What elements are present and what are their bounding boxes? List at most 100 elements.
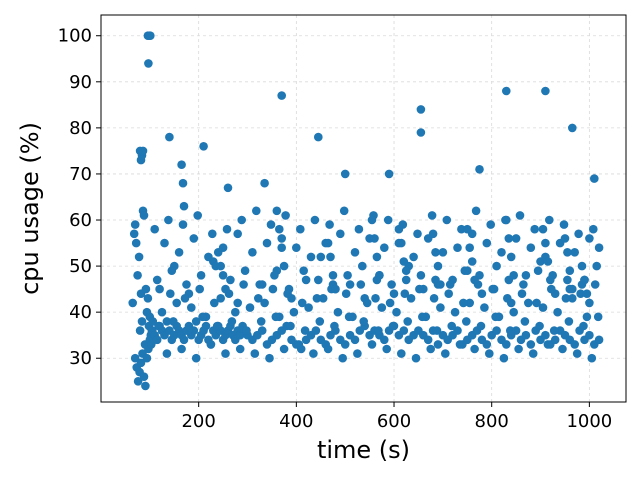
data-point: [455, 340, 465, 349]
data-point: [162, 349, 172, 358]
data-point: [323, 344, 333, 354]
data-point: [266, 220, 276, 229]
data-point: [447, 321, 457, 331]
data-point: [318, 294, 328, 303]
data-point: [459, 298, 468, 308]
data-point: [340, 169, 350, 179]
data-point: [397, 349, 406, 358]
data-point: [300, 326, 310, 335]
data-point: [328, 271, 338, 280]
data-point: [253, 294, 263, 303]
data-point: [310, 215, 320, 225]
x-tick-label: 1000: [566, 411, 612, 432]
data-point: [213, 248, 223, 257]
data-point: [535, 321, 544, 331]
data-point: [129, 229, 139, 239]
data-point: [141, 381, 150, 391]
data-point: [442, 215, 452, 225]
data-point: [397, 238, 406, 248]
data-point: [210, 298, 219, 308]
data-point: [242, 326, 251, 335]
data-point: [509, 307, 518, 317]
data-point: [131, 238, 141, 248]
data-point: [343, 271, 352, 280]
data-point: [195, 284, 204, 294]
data-point: [177, 344, 186, 354]
data-point: [292, 243, 301, 252]
data-point: [497, 248, 506, 257]
data-point: [436, 303, 445, 312]
data-point: [226, 275, 235, 285]
data-point: [564, 317, 574, 326]
data-point: [533, 266, 543, 276]
data-point: [372, 252, 382, 262]
data-point: [492, 326, 501, 335]
data-point: [543, 257, 553, 266]
data-point: [270, 271, 279, 280]
data-point: [415, 284, 424, 294]
data-point: [482, 238, 492, 248]
data-point: [592, 261, 601, 271]
data-point: [589, 224, 598, 234]
data-point: [189, 234, 199, 243]
grid-lines: [101, 15, 626, 402]
data-point: [221, 349, 230, 358]
data-point: [438, 248, 448, 257]
data-point: [594, 335, 604, 345]
data-point: [585, 234, 594, 243]
data-point: [453, 326, 462, 335]
data-point: [160, 238, 169, 248]
data-point: [344, 312, 354, 322]
y-tick-label: 90: [69, 72, 92, 93]
data-point: [388, 321, 398, 331]
data-point: [400, 289, 410, 299]
data-point: [585, 330, 594, 340]
data-point: [538, 224, 548, 234]
data-point: [326, 252, 335, 262]
data-point: [485, 349, 494, 358]
data-point: [392, 307, 401, 317]
x-tick-label: 800: [475, 411, 509, 432]
data-point: [558, 344, 567, 354]
data-point: [374, 326, 383, 335]
data-point: [262, 238, 272, 248]
data-point: [154, 321, 163, 331]
data-point: [223, 183, 233, 193]
data-point: [519, 280, 528, 289]
data-point: [271, 312, 281, 322]
data-point: [467, 257, 477, 266]
data-point: [256, 317, 266, 326]
data-point: [579, 321, 588, 331]
data-point: [314, 132, 323, 142]
data-point: [384, 169, 394, 179]
data-point: [380, 243, 389, 252]
data-point: [245, 303, 255, 312]
data-point: [144, 59, 153, 68]
data-point: [546, 275, 555, 285]
data-point: [541, 238, 550, 248]
data-point: [359, 317, 369, 326]
data-point: [553, 307, 562, 317]
data-point: [572, 349, 582, 358]
data-point: [453, 243, 462, 252]
data-point: [370, 234, 379, 243]
data-point: [233, 229, 242, 239]
data-point: [187, 303, 196, 312]
y-tick-label: 70: [69, 164, 92, 185]
data-point: [524, 298, 533, 308]
data-point: [587, 353, 597, 363]
data-point: [147, 340, 156, 349]
data-point: [142, 353, 152, 363]
data-point: [146, 31, 155, 40]
data-point: [296, 224, 305, 234]
data-point: [502, 340, 511, 349]
data-point: [255, 280, 264, 289]
data-points: [128, 31, 604, 391]
data-point: [565, 266, 575, 276]
data-point: [212, 321, 222, 331]
data-point: [590, 280, 600, 289]
data-point: [341, 289, 351, 299]
data-point: [416, 128, 426, 137]
data-point: [198, 312, 207, 322]
